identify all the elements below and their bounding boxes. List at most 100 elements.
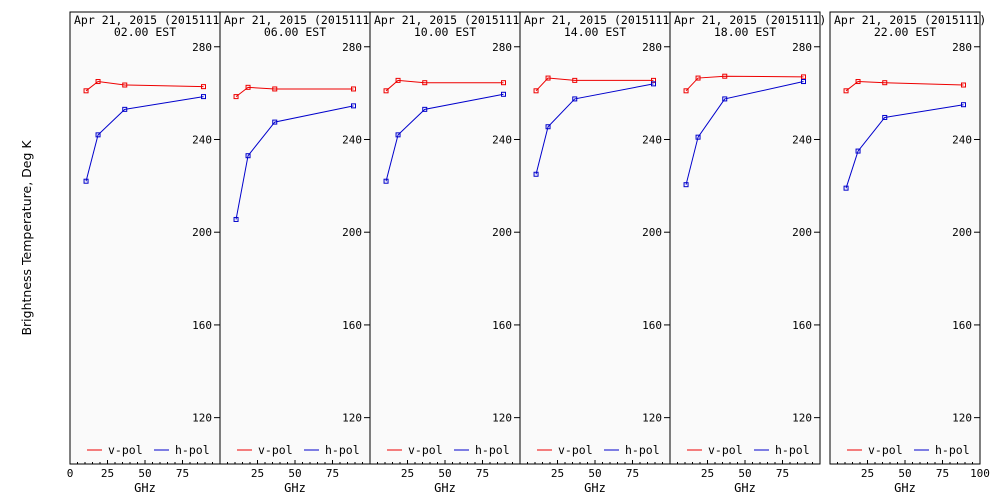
v-pol-point [95, 79, 101, 85]
y-tick-label: 200 [792, 226, 812, 239]
plot-area [669, 11, 821, 465]
y-tick-label: 280 [792, 41, 812, 54]
y-tick-label: 200 [492, 226, 512, 239]
x-tick-label: 50 [738, 467, 751, 480]
h-pol-point [801, 79, 806, 85]
x-tick-label: 25 [861, 467, 874, 480]
panel-title: Apr 21, 2015 (2015111) [834, 13, 986, 27]
v-pol-point [351, 86, 356, 92]
x-tick-label: 50 [588, 467, 601, 480]
x-axis-label: GHz [134, 481, 156, 495]
x-tick-label: 75 [626, 467, 639, 480]
legend-v-pol-label: v-pol [408, 443, 443, 457]
x-tick-label: 25 [551, 467, 564, 480]
h-pol-series-line [685, 81, 804, 185]
h-pol-point [882, 114, 888, 120]
x-axis-label: GHz [284, 481, 306, 495]
y-tick-label: 120 [492, 412, 512, 425]
h-pol-point [122, 106, 128, 112]
y-tick-label: 200 [192, 226, 212, 239]
y-axis-label: Brightness Temperature, Deg K [19, 140, 34, 336]
y-tick-label: 240 [492, 133, 512, 146]
v-pol-point [572, 77, 578, 83]
panel-subtitle: 18.00 EST [714, 25, 776, 39]
h-pol-point [961, 102, 966, 108]
panel-subtitle: 10.00 EST [414, 25, 476, 39]
h-pol-point [683, 182, 689, 188]
legend-v-pol-label: v-pol [108, 443, 143, 457]
v-pol-point [651, 77, 656, 83]
y-tick-label: 120 [952, 412, 972, 425]
v-pol-series-line [685, 75, 804, 92]
h-pol-series-line [235, 105, 354, 220]
v-pol-point [245, 84, 251, 90]
y-tick-label: 280 [342, 41, 362, 54]
h-pol-point [95, 132, 101, 138]
h-pol-point [501, 91, 506, 97]
x-tick-label: 75 [776, 467, 789, 480]
y-tick-label: 240 [952, 133, 972, 146]
panel-5: 120 160 200 240 280 25 50 75 GHz Apr 21, 2015 (20… [669, 11, 826, 495]
v-pol-point [422, 80, 428, 86]
h-pol-point [83, 178, 89, 184]
panel-title: Apr 21, 2015 (2015111) [374, 13, 526, 27]
legend-h-pol-label: h-pol [175, 443, 210, 457]
y-tick-label: 120 [192, 412, 212, 425]
legend-h-pol-label: h-pol [935, 443, 970, 457]
v-pol-point [233, 94, 239, 100]
v-pol-series-line [535, 77, 654, 92]
h-pol-point [545, 124, 551, 130]
x-tick-label: 50 [438, 467, 451, 480]
y-tick-label: 160 [342, 319, 362, 332]
x-tick-label: 25 [101, 467, 114, 480]
v-pol-point [272, 86, 278, 92]
v-pol-point [695, 75, 701, 81]
panel-4: 120 160 200 240 280 25 50 75 GHz Apr 21, 2015 (20… [519, 11, 676, 495]
y-tick-label: 200 [642, 226, 662, 239]
x-axis-label: GHz [734, 481, 756, 495]
y-tick-label: 160 [792, 319, 812, 332]
v-pol-point [501, 80, 506, 86]
h-pol-point [233, 216, 239, 222]
panel-subtitle: 14.00 EST [564, 25, 626, 39]
x-tick-label: 50 [898, 467, 911, 480]
panel-title: Apr 21, 2015 (2015111) [224, 13, 376, 27]
legend-h-pol-label: h-pol [325, 443, 360, 457]
y-tick-label: 240 [192, 133, 212, 146]
h-pol-point [843, 185, 849, 191]
panel-subtitle: 02.00 EST [114, 25, 176, 39]
h-pol-series-line [85, 96, 204, 182]
y-tick-label: 160 [642, 319, 662, 332]
x-tick-label: 50 [288, 467, 301, 480]
x-tick-label: 0 [67, 467, 74, 480]
panel-subtitle: 22.00 EST [874, 25, 936, 39]
y-tick-label: 240 [642, 133, 662, 146]
v-pol-point [383, 88, 389, 94]
v-pol-series-line [385, 79, 504, 92]
legend-v-pol-label: v-pol [558, 443, 593, 457]
v-pol-point [533, 88, 539, 94]
y-tick-label: 200 [342, 226, 362, 239]
h-pol-point [533, 171, 539, 177]
v-pol-point [122, 82, 128, 88]
panel-title: Apr 21, 2015 (2015111) [74, 13, 226, 27]
h-pol-point [651, 81, 656, 87]
y-tick-label: 280 [192, 41, 212, 54]
h-pol-point [572, 96, 578, 102]
y-tick-label: 160 [952, 319, 972, 332]
legend-v-pol-label: v-pol [258, 443, 293, 457]
panel-subtitle: 06.00 EST [264, 25, 326, 39]
x-axis-label: GHz [894, 481, 916, 495]
h-pol-point [245, 153, 251, 159]
y-tick-label: 120 [792, 412, 812, 425]
v-pol-series-line [85, 81, 204, 92]
y-tick-label: 160 [192, 319, 212, 332]
plot-area [69, 11, 221, 465]
v-pol-series-line [845, 81, 964, 92]
y-tick-label: 200 [952, 226, 972, 239]
v-pol-point [801, 74, 806, 80]
plot-area [829, 11, 981, 465]
y-tick-label: 240 [342, 133, 362, 146]
panel-2: 120 160 200 240 280 25 50 75 GHz Apr 21, 2015 (20… [219, 11, 376, 495]
